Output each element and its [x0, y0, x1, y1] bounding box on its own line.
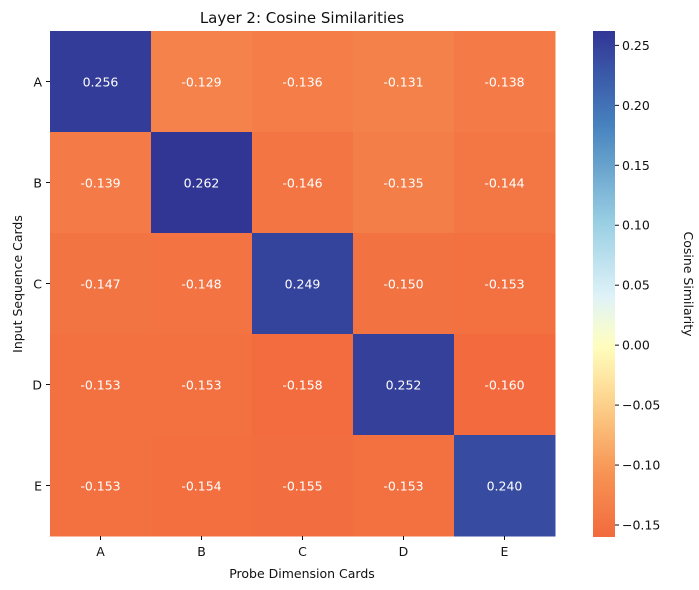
heatmap-cell: [50, 233, 152, 335]
y-tick-label: D: [32, 378, 42, 393]
heatmap-cell: [353, 31, 455, 133]
heatmap-cell: [353, 233, 455, 335]
cell-value-label: -0.153: [383, 479, 423, 494]
heatmap-cells: 0.256 -0.129 -0.136 -0.131 -0.138 -0.139 0.262…: [50, 31, 556, 537]
colorbar-tick-label: 0.15: [622, 158, 650, 173]
cell-value-label: -0.153: [484, 277, 524, 292]
x-tick-label: E: [501, 544, 509, 559]
heatmap-cell: [50, 334, 152, 436]
cell-value-label: 0.249: [285, 277, 321, 292]
heatmap-cell: [151, 334, 253, 436]
cell-value-label: -0.158: [282, 378, 322, 393]
cell-value-label: -0.129: [181, 75, 221, 90]
heatmap-cell: [454, 233, 556, 335]
x-tick-label: A: [96, 544, 105, 559]
cell-value-label: -0.160: [484, 378, 524, 393]
heatmap-cell: [252, 435, 354, 537]
heatmap-cell: [151, 233, 253, 335]
cell-value-label: -0.148: [181, 277, 221, 292]
heatmap-cell: [252, 132, 354, 234]
colorbar-gradient: [593, 31, 615, 537]
cell-value-label: 0.240: [487, 479, 523, 494]
colorbar-ticks: −0.15 −0.10 −0.05 0.00 0.05 0.10 0.15 0.20 0.25: [615, 38, 660, 533]
cell-value-label: -0.139: [80, 176, 120, 191]
cell-value-label: -0.153: [80, 479, 120, 494]
cell-value-label: -0.138: [484, 75, 524, 90]
cell-value-label: -0.150: [383, 277, 423, 292]
heatmap-cell: [454, 334, 556, 436]
colorbar-tick-label: 0.00: [622, 338, 650, 353]
heatmap-cell: [353, 435, 455, 537]
y-axis-ticks: A B C D E: [32, 75, 50, 494]
colorbar-tick-label: −0.05: [622, 398, 660, 413]
cell-value-label: -0.155: [282, 479, 322, 494]
heatmap-cell: [50, 435, 152, 537]
colorbar: −0.15−0.10−0.050.000.050.100.150.200.25 …: [593, 31, 696, 537]
colorbar-label: Cosine Similarity: [681, 231, 696, 337]
cell-value-label: -0.153: [80, 378, 120, 393]
cell-value-label: -0.131: [383, 75, 423, 90]
colorbar-tick-label: −0.10: [622, 458, 660, 473]
cell-value-label: -0.144: [484, 176, 524, 191]
x-tick-label: B: [197, 544, 206, 559]
heatmap-cell: [50, 31, 152, 133]
chart-title: Layer 2: Cosine Similarities: [200, 9, 405, 27]
heatmap-cell: [151, 132, 253, 234]
colorbar-tick-label: 0.05: [622, 278, 650, 293]
colorbar-tick-label: 0.10: [622, 218, 650, 233]
x-tick-label: C: [298, 544, 307, 559]
heatmap-cell: [252, 334, 354, 436]
heatmap-cell: [454, 31, 556, 133]
cell-value-label: -0.147: [80, 277, 120, 292]
cell-value-label: 0.262: [184, 176, 220, 191]
heatmap-cell: [151, 435, 253, 537]
y-tick-label: B: [33, 176, 42, 191]
colorbar-tick-label: 0.20: [622, 98, 650, 113]
heatmap-cell: [50, 132, 152, 234]
heatmap-cell: [353, 132, 455, 234]
x-tick-label: D: [399, 544, 409, 559]
cell-value-label: 0.252: [386, 378, 422, 393]
colorbar-tick-label: 0.25: [622, 38, 650, 53]
cell-value-label: 0.256: [83, 75, 119, 90]
cell-value-label: -0.153: [181, 378, 221, 393]
cell-value-label: -0.136: [282, 75, 322, 90]
heatmap-cell: [454, 435, 556, 537]
x-axis-ticks: A B C D E: [96, 536, 509, 559]
heatmap-cell: [252, 233, 354, 335]
x-axis-label: Probe Dimension Cards: [229, 566, 375, 581]
y-tick-label: E: [34, 479, 42, 494]
heatmap-cell: [454, 132, 556, 234]
cell-value-label: -0.135: [383, 176, 423, 191]
y-tick-label: C: [33, 277, 42, 292]
cell-value-label: -0.146: [282, 176, 322, 191]
heatmap-cell: [353, 334, 455, 436]
cell-value-label: -0.154: [181, 479, 221, 494]
heatmap-cell: [252, 31, 354, 133]
y-tick-label: A: [33, 75, 42, 90]
colorbar-tick-label: −0.15: [622, 518, 660, 533]
y-axis-label: Input Sequence Cards: [10, 215, 25, 353]
heatmap-cell: [151, 31, 253, 133]
